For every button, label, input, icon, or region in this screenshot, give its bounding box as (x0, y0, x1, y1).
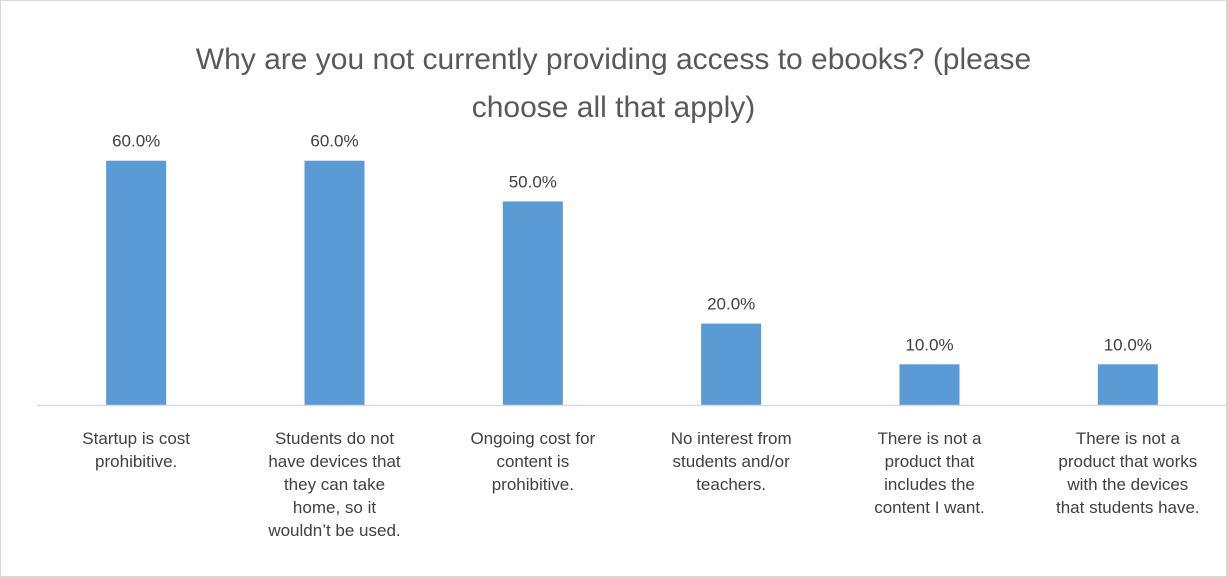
category-label-6-line-2: product that works (1058, 452, 1198, 471)
data-label-4: 20.0% (707, 295, 755, 314)
bar-1 (106, 160, 167, 405)
bar-5 (899, 364, 960, 405)
category-label-2: Students do not have devices that they can… (245, 427, 425, 542)
bar-6 (1097, 364, 1158, 405)
category-label-5-line-3: includes the (884, 475, 975, 494)
category-label-5-line-2: product that (884, 452, 975, 471)
category-label-3-line-3: prohibitive. (491, 475, 574, 494)
category-label-2-line-4: home, so it (292, 498, 377, 517)
category-label-2-line-2: have devices that (268, 452, 401, 471)
bar-4 (701, 323, 762, 405)
category-label-6-line-1: There is not a (1075, 429, 1180, 448)
bar-3 (502, 201, 563, 405)
category-label-4: No interest from students and/or teachers. (641, 427, 821, 496)
chart-title: Why are you not currently providing acce… (0, 36, 1227, 132)
chart-title-line-2: choose all that apply) (471, 91, 756, 124)
bar-2 (304, 160, 365, 405)
category-label-4-line-1: No interest from (670, 429, 792, 448)
category-label-3-line-2: content is (496, 452, 570, 471)
data-label-1: 60.0% (112, 132, 160, 151)
category-label-6-line-4: that students have. (1056, 498, 1200, 517)
category-label-2-line-5: wouldn’t be used. (268, 521, 401, 540)
data-label-2: 60.0% (310, 132, 358, 151)
chart-title-line-1: Why are you not currently providing acce… (195, 43, 1032, 76)
category-label-6: There is not a product that works with the… (1038, 427, 1218, 519)
category-label-2-line-1: Students do not (274, 429, 395, 448)
category-label-1-line-2: prohibitive. (95, 452, 178, 471)
category-label-5-line-1: There is not a (877, 429, 982, 448)
category-label-1-line-1: Startup is cost (82, 429, 191, 448)
category-label-4-line-3: teachers. (696, 475, 767, 494)
category-label-3-line-1: Ongoing cost for (470, 429, 596, 448)
category-label-2-line-3: they can take (283, 475, 386, 494)
category-label-3: Ongoing cost for content is prohibitive. (443, 427, 623, 496)
category-label-4-line-2: students and/or (672, 452, 790, 471)
category-label-5: There is not a product that includes the co… (840, 427, 1020, 519)
data-label-6: 10.0% (1104, 335, 1152, 354)
category-label-1: Startup is cost prohibitive. (46, 427, 226, 473)
data-label-5: 10.0% (905, 335, 953, 354)
category-label-5-line-4: content I want. (874, 498, 985, 517)
data-label-3: 50.0% (509, 172, 557, 191)
category-label-6-line-3: with the devices (1067, 475, 1189, 494)
